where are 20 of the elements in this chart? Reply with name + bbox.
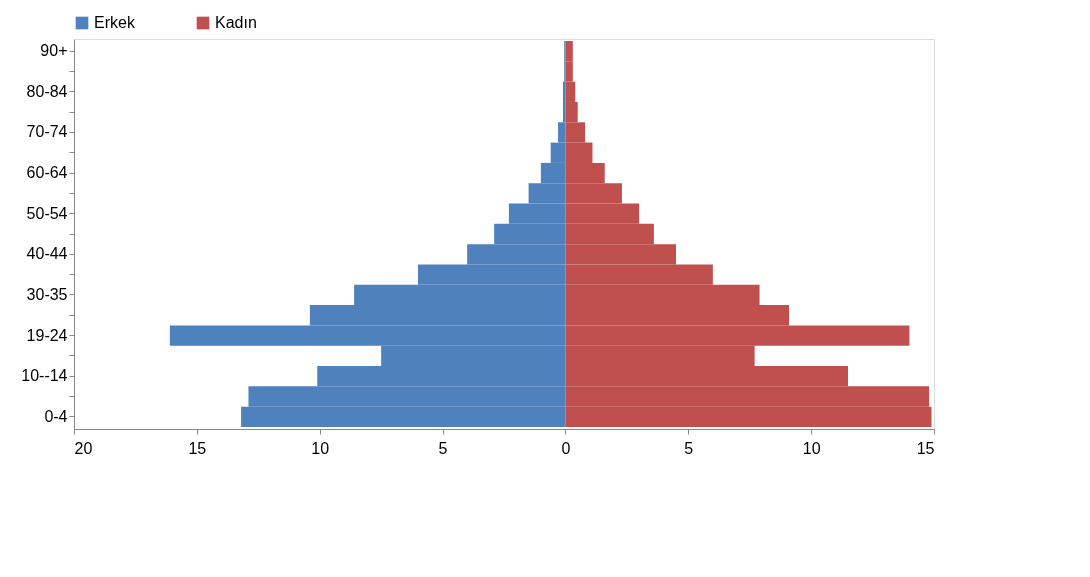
x-tick-label: 0 (561, 439, 571, 457)
y-tick-label: 10--14 (21, 367, 68, 385)
x-tick-label: 5 (438, 439, 448, 457)
y-tick-label: 80-84 (26, 82, 68, 100)
y-tick-label: 50-54 (26, 204, 68, 222)
x-tick-label: 5 (684, 439, 694, 457)
legend-label: Kadın (215, 14, 257, 31)
x-tick-label: 20 (74, 439, 93, 457)
legend-label: Erkek (94, 14, 136, 31)
y-tick-label: 0-4 (44, 407, 68, 425)
y-tick-label: 40-44 (26, 245, 68, 263)
x-tick-label: 10 (311, 439, 330, 457)
y-tick-label: 30-35 (26, 285, 68, 303)
x-tick-label: 15 (916, 439, 935, 457)
y-tick-label: 19-24 (26, 326, 68, 344)
x-tick-label: 15 (188, 439, 207, 457)
x-tick-label: 10 (802, 439, 821, 457)
y-tick-label: 60-64 (26, 164, 68, 182)
y-tick-label: 90+ (40, 42, 68, 60)
y-tick-label: 70-74 (26, 123, 68, 141)
